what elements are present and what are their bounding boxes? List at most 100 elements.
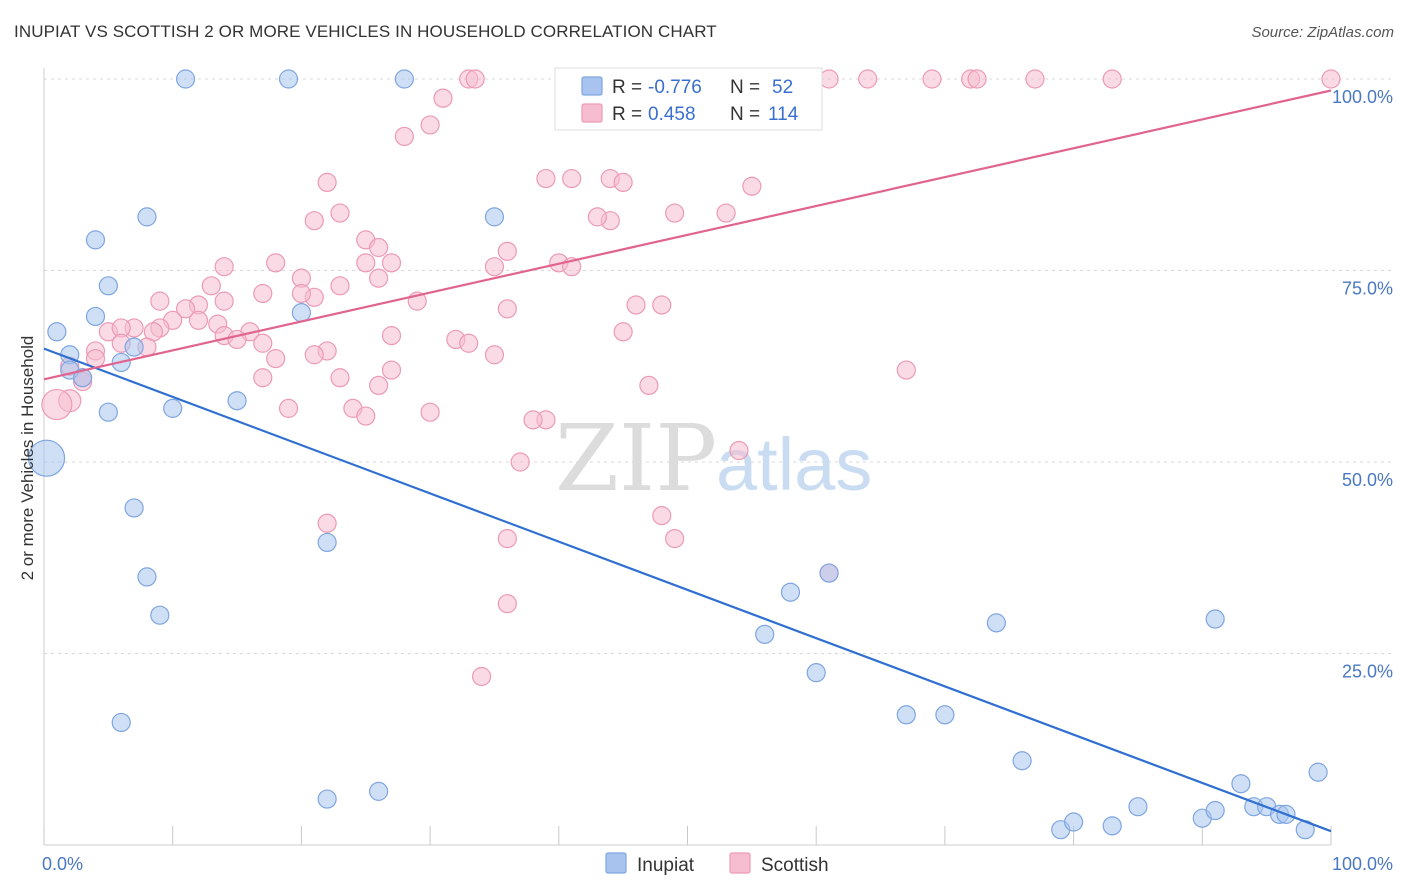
inupiat-point: [291, 303, 311, 323]
scottish-point: [497, 528, 517, 549]
scottish-point: [896, 360, 916, 380]
scottish-point: [291, 283, 311, 304]
scottish-point: [201, 276, 221, 296]
legend-n-value-scottish: 114: [768, 104, 799, 125]
bottom-legend: Inupiat Scottish: [605, 852, 829, 876]
legend-r-value-scottish: 0.458: [648, 104, 696, 125]
y-tick-label: 75.0%: [1342, 279, 1393, 299]
inupiat-point: [819, 563, 839, 583]
trend-lines: [43, 89, 1332, 833]
inupiat-point: [1063, 812, 1084, 832]
scottish-point: [253, 368, 273, 388]
scottish-point: [858, 69, 878, 89]
legend-swatch-inupiat: [581, 76, 603, 96]
chart-title: INUPIAT VS SCOTTISH 2 OR MORE VEHICLES I…: [14, 22, 717, 41]
scottish-trend-line: [43, 89, 1332, 381]
y-tick-label: 100.0%: [1332, 87, 1393, 107]
scottish-point: [613, 322, 633, 342]
y-axis-label: 2 or more Vehicles in Household: [18, 336, 37, 581]
y-tick-label: 50.0%: [1342, 470, 1393, 490]
inupiat-point: [85, 230, 106, 250]
scottish-point: [369, 268, 389, 288]
source-credit: Source: ZipAtlas.com: [1251, 24, 1394, 41]
grid: [44, 78, 1392, 654]
scottish-point: [381, 360, 402, 380]
tick-labels: 25.0% 50.0% 75.0% 100.0% 0.0% 100.0%: [42, 87, 1393, 874]
y-tick-label: 25.0%: [1342, 662, 1393, 682]
scottish-point: [967, 69, 987, 89]
inupiat-point: [1102, 816, 1122, 836]
inupiat-point: [484, 207, 505, 227]
inupiat-point: [27, 439, 66, 477]
scottish-point: [433, 88, 453, 108]
scottish-point: [175, 299, 196, 319]
scottish-point: [922, 69, 942, 89]
scottish-point: [369, 237, 389, 258]
legend-r-label-inupiat: R =: [612, 77, 642, 98]
scottish-point: [497, 241, 517, 261]
scottish-point: [626, 295, 646, 315]
scottish-point: [394, 126, 414, 147]
scottish-point: [381, 253, 402, 273]
inupiat-point: [1308, 762, 1328, 782]
scottish-point: [278, 398, 299, 418]
inupiat-point: [780, 582, 801, 602]
scottish-points: [41, 69, 1341, 687]
scottish-point: [562, 168, 582, 189]
inupiat-point: [47, 322, 67, 342]
scottish-point: [729, 440, 749, 461]
scottish-point: [497, 299, 517, 319]
inupiat-point: [163, 398, 183, 418]
legend-r-label-scottish: R =: [612, 104, 642, 125]
scottish-point: [716, 203, 736, 223]
scottish-point: [317, 172, 337, 193]
inupiat-point: [227, 391, 247, 411]
scottish-point: [214, 291, 234, 311]
scottish-point: [304, 211, 324, 231]
inupiat-point: [935, 705, 955, 725]
inupiat-point: [755, 624, 775, 644]
scottish-point: [497, 594, 517, 614]
scottish-point: [1102, 69, 1122, 89]
inupiat-point: [175, 69, 196, 89]
inupiat-point: [317, 532, 337, 553]
scottish-point: [665, 203, 685, 223]
watermark-zip: ZIP: [555, 405, 717, 512]
scottish-point: [484, 345, 505, 365]
scottish-point: [639, 375, 659, 395]
scottish-point: [471, 666, 492, 687]
inupiat-point: [124, 498, 144, 518]
scottish-point: [266, 253, 286, 273]
scottish-point: [510, 452, 530, 472]
inupiat-point: [1205, 609, 1225, 629]
scottish-point: [330, 203, 350, 223]
scottish-point: [652, 506, 672, 526]
x-tick-label: 0.0%: [42, 854, 83, 874]
scottish-point: [381, 326, 402, 346]
scottish-point: [150, 291, 170, 311]
inupiat-point: [806, 663, 826, 683]
scottish-point: [330, 368, 350, 388]
inupiat-trend-line: [43, 347, 1332, 833]
inupiat-point: [1231, 774, 1251, 794]
scottish-point: [369, 375, 389, 395]
x-tick-label: 100.0%: [1332, 854, 1393, 874]
legend-n-value-inupiat: 52: [772, 77, 793, 98]
inupiat-point: [111, 712, 131, 733]
inupiat-point: [986, 613, 1006, 633]
scottish-point: [819, 69, 839, 89]
scottish-point: [665, 528, 685, 549]
scottish-point: [253, 283, 273, 304]
legend-n-label-scottish: N =: [730, 104, 760, 125]
watermark: ZIP atlas: [555, 405, 872, 512]
scottish-point: [227, 329, 247, 350]
scottish-point: [465, 69, 485, 89]
scottish-point: [459, 333, 479, 353]
inupiat-point: [394, 69, 414, 89]
bottom-legend-label-scottish: Scottish: [761, 855, 829, 876]
scottish-point: [420, 115, 440, 135]
inupiat-point: [73, 368, 93, 388]
scottish-point: [587, 207, 608, 227]
watermark-atlas: atlas: [716, 423, 872, 506]
